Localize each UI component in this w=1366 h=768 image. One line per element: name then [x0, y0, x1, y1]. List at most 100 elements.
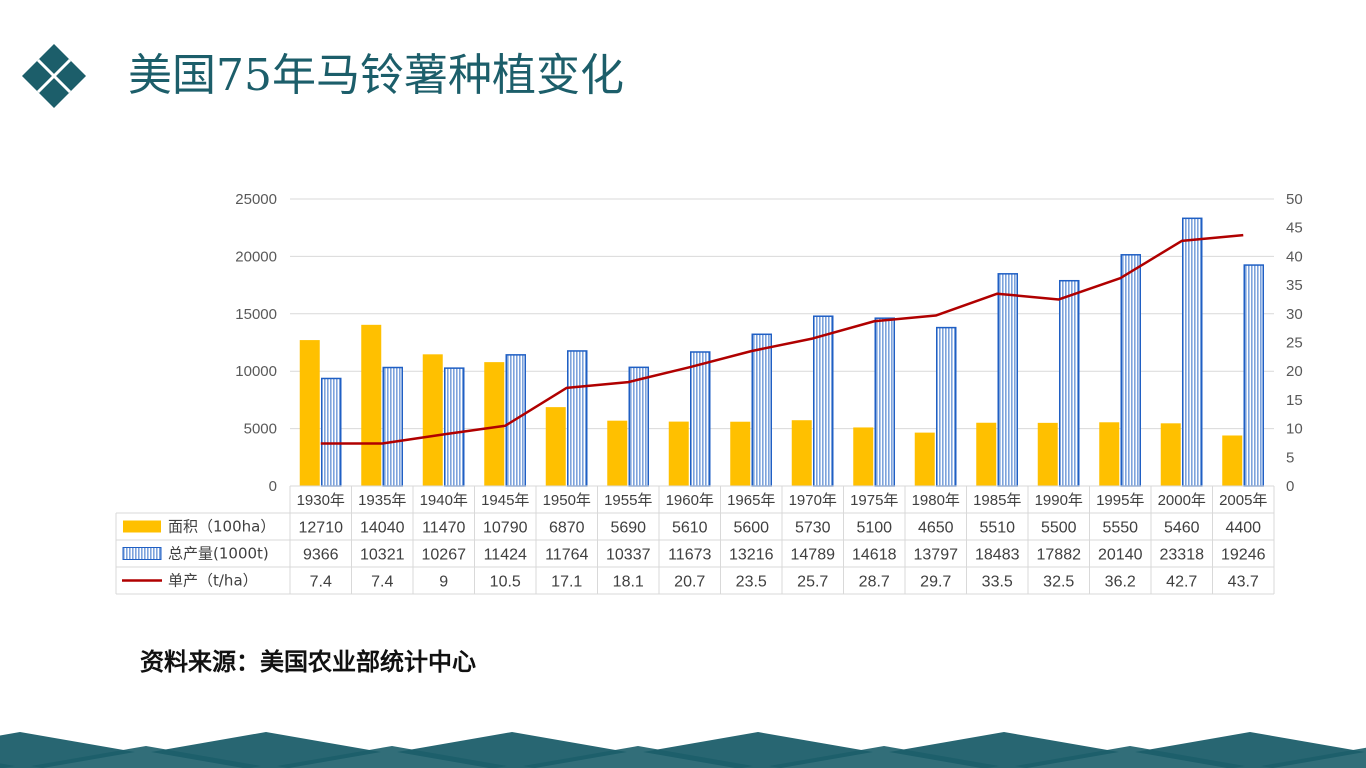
y-right-tick-label: 35	[1286, 277, 1303, 294]
data-table-cell: 5550	[1102, 520, 1138, 537]
data-table-cell: 17882	[1037, 547, 1082, 564]
data-table-cell: 5510	[979, 520, 1015, 537]
y-right-tick-label: 25	[1286, 335, 1303, 352]
bar-area	[668, 421, 689, 486]
data-table-cell: 9366	[303, 547, 339, 564]
y-left-tick-label: 10000	[235, 363, 277, 380]
footer-diamond	[523, 746, 753, 768]
bar-area	[853, 427, 874, 486]
bar-total-output	[813, 315, 834, 487]
x-category-label: 1945年	[481, 492, 529, 509]
y-right-tick-label: 15	[1286, 392, 1303, 409]
data-table-cell: 12710	[299, 520, 344, 537]
data-table-cell: 4650	[918, 520, 954, 537]
data-table-cell: 33.5	[982, 574, 1013, 591]
data-table-cell: 10.5	[490, 574, 521, 591]
data-table-cell: 23318	[1160, 547, 1205, 564]
chart: 0 5000 10000 15000 20000 25000 0 5 10 15 20 25 30 35 4…	[115, 191, 1303, 595]
y-right-tick-label: 45	[1286, 220, 1303, 237]
data-table-cell: 10337	[606, 547, 651, 564]
footer-diamond	[1261, 747, 1366, 768]
bar-area	[545, 407, 566, 486]
y-left-tick-label: 25000	[235, 191, 277, 208]
diamond-logo-icon	[22, 44, 86, 108]
y-left-tick-label: 15000	[235, 306, 277, 323]
data-table-cell: 14040	[360, 520, 405, 537]
bar-area	[361, 324, 382, 486]
x-category-label: 1990年	[1035, 492, 1083, 509]
data-table-cell: 42.7	[1166, 574, 1197, 591]
bar-total-output	[936, 326, 957, 487]
data-table-cell: 19246	[1221, 547, 1266, 564]
data-table-cell: 13797	[914, 547, 959, 564]
x-category-label: 1995年	[1096, 492, 1144, 509]
data-table-cell: 11673	[668, 547, 711, 564]
data-table-cell: 18.1	[613, 574, 644, 591]
bar-total-output	[690, 351, 711, 487]
data-table-cell: 5100	[856, 520, 892, 537]
yield-line	[320, 233, 1244, 445]
y-right-tick-label: 0	[1286, 478, 1294, 495]
data-table-cell: 11470	[422, 520, 465, 537]
bar-total-output	[1182, 217, 1203, 487]
x-category-label: 1970年	[789, 492, 837, 509]
data-table-cell: 25.7	[797, 574, 828, 591]
data-table-cell: 20140	[1098, 547, 1143, 564]
bar-total-output	[751, 333, 772, 487]
data-table-cell: 10321	[360, 547, 405, 564]
data-table-cell: 18483	[975, 547, 1020, 564]
x-category-label: 1965年	[727, 492, 775, 509]
bar-area	[484, 362, 505, 486]
legend-label: 面积（100ha）	[168, 518, 275, 536]
data-table-cell: 9	[439, 574, 448, 591]
bar-area	[976, 422, 997, 486]
bar-total-output	[321, 377, 342, 487]
data-table-cell: 20.7	[674, 574, 705, 591]
bar-area	[791, 420, 812, 486]
y-right-tick-label: 40	[1286, 248, 1303, 265]
y-right-tick-label: 10	[1286, 421, 1303, 438]
data-table-cell: 4400	[1225, 520, 1261, 537]
data-table-cell: 11764	[545, 547, 588, 564]
footer-diamond	[0, 763, 15, 768]
bar-area	[1160, 423, 1181, 486]
data-table-cell: 5460	[1164, 520, 1200, 537]
bar-area	[299, 340, 320, 486]
page-title: 美国75年马铃薯种植变化	[128, 50, 624, 101]
y-left-tick-label: 5000	[244, 421, 277, 438]
y-right-tick-label: 50	[1286, 191, 1303, 208]
legend-label: 总产量(1000t)	[168, 545, 269, 563]
data-table-cell: 5730	[795, 520, 831, 537]
y-right-tick-label: 20	[1286, 363, 1303, 380]
x-category-label: 1960年	[666, 492, 714, 509]
x-category-label: 2005年	[1219, 492, 1267, 509]
x-category-label: 1940年	[420, 492, 468, 509]
x-category-label: 1955年	[604, 492, 652, 509]
data-table-cell: 5610	[672, 520, 708, 537]
y-left-tick-label: 20000	[235, 248, 277, 265]
footer-diamond	[277, 746, 507, 768]
footer-diamond	[1015, 746, 1245, 768]
data-table-cell: 11424	[484, 547, 527, 564]
footer-pattern	[0, 722, 1366, 768]
bar-total-output	[567, 350, 588, 487]
x-category-label: 2000年	[1158, 492, 1206, 509]
data-table-cell: 28.7	[859, 574, 890, 591]
bar-total-output	[874, 317, 895, 487]
y-right-tick-label: 5	[1286, 449, 1294, 466]
footer-diamond	[769, 746, 999, 768]
bar-area	[914, 432, 935, 486]
bar-area	[1099, 422, 1120, 486]
data-table-cell: 5690	[610, 520, 646, 537]
bar-area	[1037, 422, 1058, 486]
bar-area	[1222, 435, 1243, 486]
x-category-label: 1985年	[973, 492, 1021, 509]
data-table-cell: 5600	[733, 520, 769, 537]
bar-total-output	[997, 273, 1018, 487]
bar-area	[607, 420, 628, 486]
data-table-cell: 43.7	[1228, 574, 1259, 591]
x-category-label: 1980年	[912, 492, 960, 509]
source-note: 资料来源：美国农业部统计中心	[140, 647, 476, 676]
data-table-cell: 14618	[852, 547, 897, 564]
data-table-cell: 5500	[1041, 520, 1077, 537]
